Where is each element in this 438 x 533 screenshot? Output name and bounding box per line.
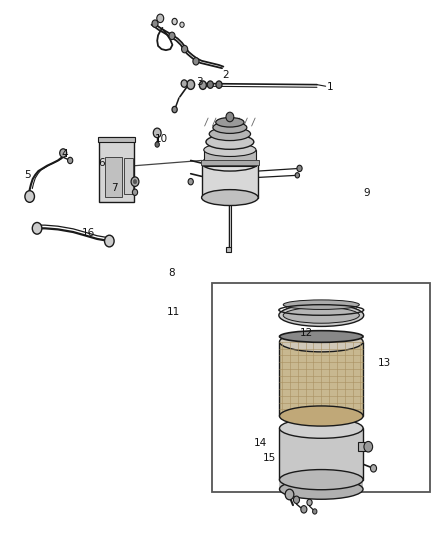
Ellipse shape bbox=[283, 300, 359, 310]
Text: 8: 8 bbox=[168, 268, 174, 278]
Text: 1: 1 bbox=[327, 82, 333, 92]
Text: 13: 13 bbox=[378, 358, 391, 368]
Circle shape bbox=[313, 509, 317, 514]
Text: 9: 9 bbox=[364, 188, 370, 198]
Bar bbox=[201, 163, 258, 198]
Bar bbox=[124, 158, 133, 195]
Ellipse shape bbox=[279, 418, 363, 438]
Text: 14: 14 bbox=[254, 438, 267, 448]
Ellipse shape bbox=[279, 470, 363, 490]
Circle shape bbox=[172, 107, 177, 113]
Circle shape bbox=[172, 18, 177, 25]
Ellipse shape bbox=[216, 117, 244, 127]
Bar bbox=[358, 442, 369, 451]
Ellipse shape bbox=[279, 332, 363, 352]
Ellipse shape bbox=[201, 155, 258, 171]
Bar bbox=[204, 150, 256, 166]
Circle shape bbox=[307, 499, 312, 506]
Circle shape bbox=[60, 149, 67, 157]
Circle shape bbox=[199, 81, 206, 90]
Bar bbox=[99, 141, 134, 202]
Circle shape bbox=[188, 179, 193, 185]
Bar bbox=[212, 284, 430, 492]
Bar bbox=[226, 247, 231, 252]
Circle shape bbox=[152, 20, 158, 27]
Circle shape bbox=[157, 14, 164, 22]
Circle shape bbox=[25, 191, 35, 203]
Bar bbox=[99, 136, 135, 142]
Ellipse shape bbox=[279, 479, 363, 499]
Circle shape bbox=[364, 441, 373, 452]
Circle shape bbox=[207, 81, 213, 88]
Circle shape bbox=[187, 80, 194, 90]
Bar bbox=[279, 342, 363, 416]
Circle shape bbox=[182, 45, 187, 53]
Bar bbox=[201, 160, 259, 165]
Text: 11: 11 bbox=[167, 306, 180, 317]
Circle shape bbox=[169, 32, 175, 39]
Circle shape bbox=[216, 81, 222, 88]
Text: 10: 10 bbox=[155, 134, 168, 144]
Ellipse shape bbox=[213, 122, 247, 133]
Circle shape bbox=[155, 142, 159, 147]
Text: 6: 6 bbox=[98, 158, 105, 168]
Ellipse shape bbox=[283, 308, 359, 323]
Circle shape bbox=[301, 506, 307, 513]
Circle shape bbox=[153, 128, 161, 138]
Text: 7: 7 bbox=[111, 183, 118, 193]
Circle shape bbox=[193, 58, 199, 65]
Ellipse shape bbox=[279, 304, 364, 326]
Circle shape bbox=[105, 235, 114, 247]
Ellipse shape bbox=[279, 406, 363, 426]
Ellipse shape bbox=[209, 127, 251, 141]
Circle shape bbox=[133, 180, 137, 184]
Ellipse shape bbox=[201, 190, 258, 206]
Circle shape bbox=[131, 177, 139, 187]
Circle shape bbox=[371, 465, 377, 472]
Circle shape bbox=[67, 157, 73, 164]
Text: 5: 5 bbox=[24, 171, 31, 180]
Circle shape bbox=[293, 496, 300, 504]
Text: 3: 3 bbox=[196, 77, 203, 87]
Text: 12: 12 bbox=[300, 328, 313, 338]
Ellipse shape bbox=[204, 143, 256, 157]
Circle shape bbox=[132, 189, 138, 196]
Ellipse shape bbox=[279, 330, 363, 342]
Circle shape bbox=[181, 80, 187, 87]
Circle shape bbox=[226, 112, 234, 122]
Bar bbox=[279, 428, 363, 480]
Circle shape bbox=[285, 489, 294, 500]
Circle shape bbox=[32, 222, 42, 234]
Text: 15: 15 bbox=[262, 454, 276, 463]
Text: 4: 4 bbox=[61, 149, 68, 159]
Bar bbox=[105, 157, 122, 197]
Circle shape bbox=[295, 173, 300, 178]
Circle shape bbox=[297, 165, 302, 172]
Text: 2: 2 bbox=[222, 70, 229, 79]
Circle shape bbox=[180, 22, 184, 27]
Ellipse shape bbox=[206, 134, 254, 149]
Text: 16: 16 bbox=[82, 228, 95, 238]
Bar bbox=[279, 480, 363, 489]
